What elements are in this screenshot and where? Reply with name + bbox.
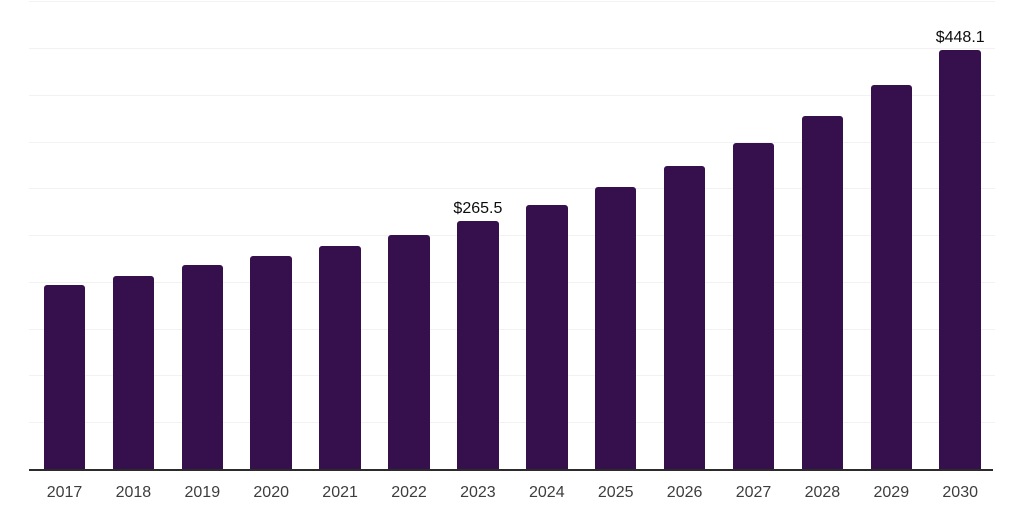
x-tick-2030: 2030 (942, 484, 978, 501)
bar-2021 (319, 245, 361, 469)
value-label-2030: $448.1 (935, 28, 985, 46)
x-tick-2025: 2025 (597, 484, 634, 501)
bar-2017 (43, 285, 86, 469)
bar-2027 (732, 143, 775, 469)
x-tick-2018: 2018 (115, 484, 152, 501)
gridline (29, 47, 995, 49)
x-tick-2021: 2021 (322, 484, 358, 501)
bar-2022 (388, 235, 430, 469)
x-tick-2029: 2029 (873, 484, 910, 501)
gridline (29, 328, 995, 330)
gridline (29, 141, 995, 143)
bar-2020 (250, 255, 292, 469)
gridline (29, 235, 995, 237)
gridline (29, 375, 995, 377)
bar-2023 (457, 220, 499, 469)
bar-2030 (939, 49, 981, 469)
bar-2019 (181, 265, 224, 469)
x-tick-2017: 2017 (46, 484, 83, 501)
gridline (29, 1, 995, 3)
x-tick-2028: 2028 (804, 484, 841, 501)
bar-2029 (870, 84, 913, 469)
gridline (29, 281, 995, 283)
bar-2025 (594, 186, 637, 469)
x-tick-2023: 2023 (460, 484, 496, 501)
gridline (29, 422, 995, 424)
x-tick-2022: 2022 (391, 484, 427, 501)
x-tick-2024: 2024 (529, 484, 565, 501)
gridline (29, 188, 995, 190)
x-tick-2019: 2019 (184, 484, 221, 501)
bar-2026 (663, 165, 706, 469)
bar-2024 (526, 205, 568, 469)
x-tick-2026: 2026 (666, 484, 703, 501)
value-label-2023: $265.5 (453, 199, 503, 217)
x-tick-2027: 2027 (735, 484, 772, 501)
gridline (29, 94, 995, 96)
x-axis-line (29, 469, 993, 471)
bar-2028 (801, 115, 844, 469)
x-tick-2020: 2020 (253, 484, 289, 501)
bar-2018 (112, 275, 155, 469)
